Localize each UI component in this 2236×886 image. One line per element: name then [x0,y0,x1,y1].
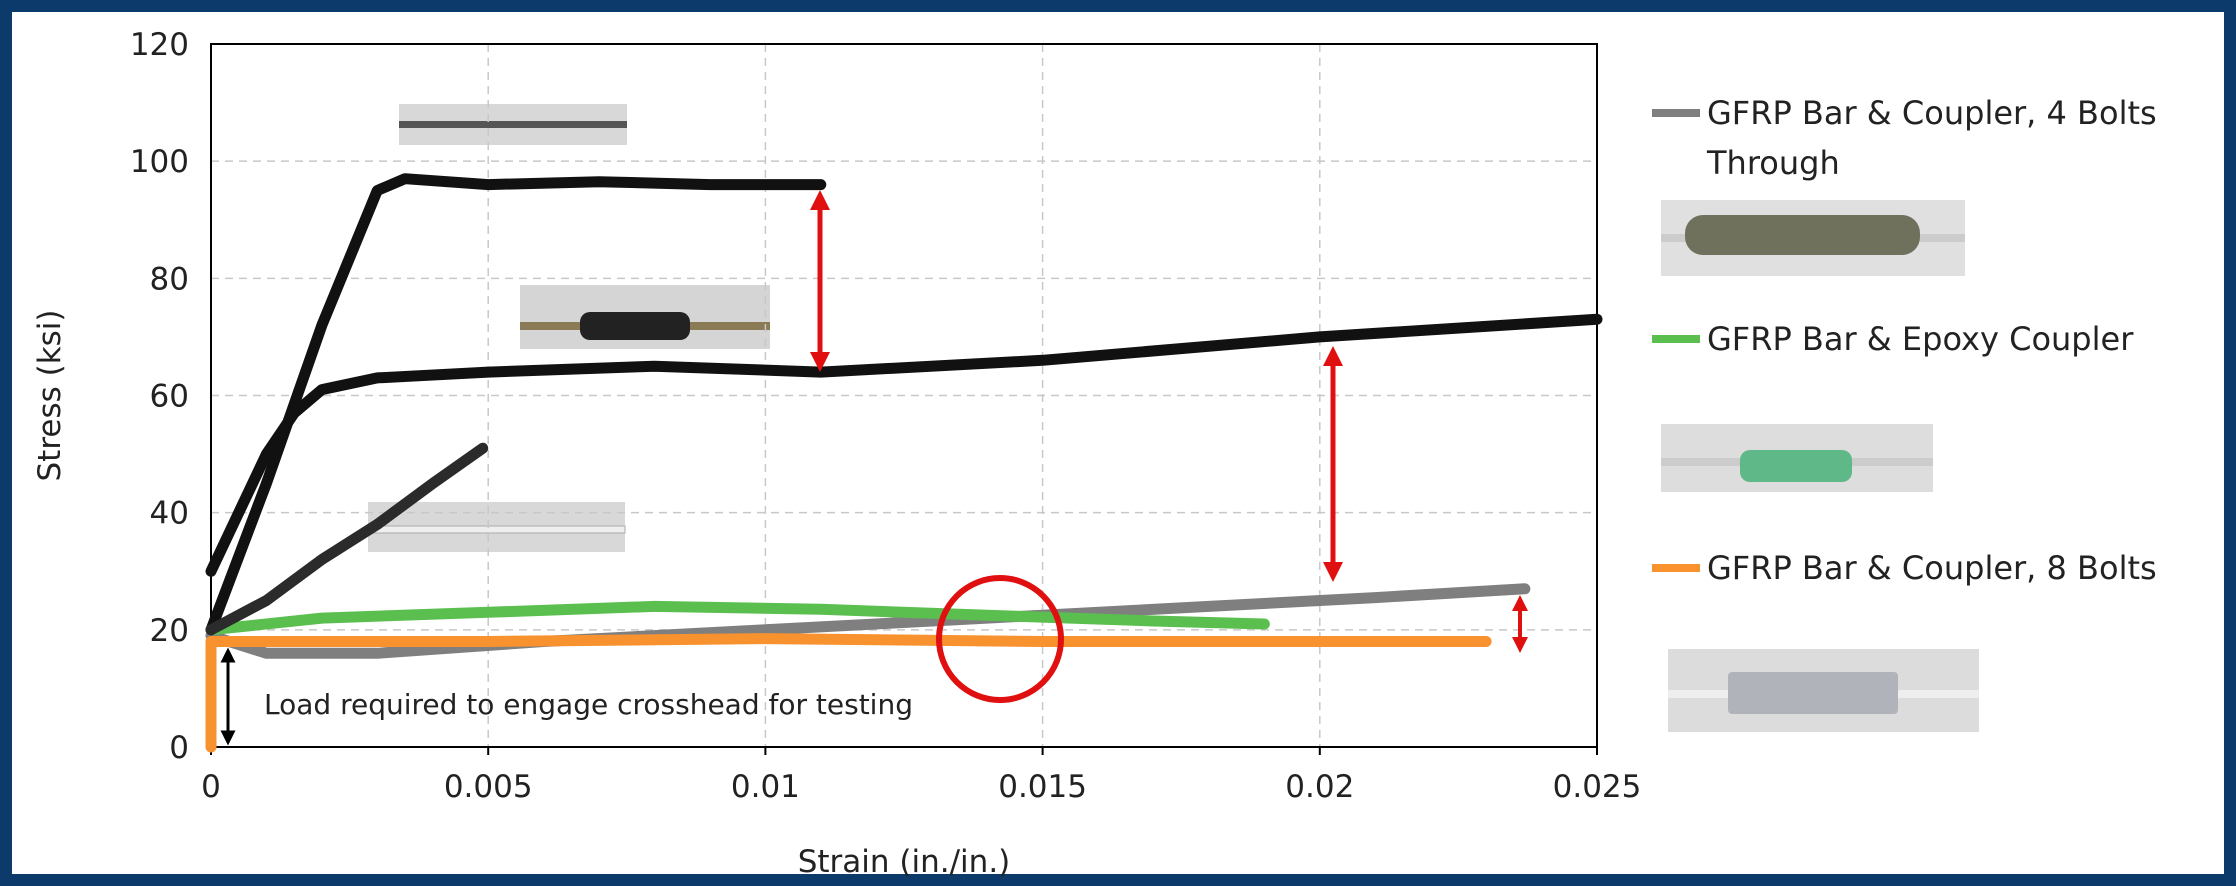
legend-label: GFRP Bar & Coupler, 4 Bolts Through [1707,94,2157,182]
y-tick-label: 40 [150,496,189,532]
y-tick-label: 20 [150,613,189,649]
plot-frame [210,43,1598,748]
series-line [205,313,1603,577]
y-tick-label: 120 [130,27,189,63]
series-line [205,583,1531,659]
y-tick-label: 60 [150,379,189,415]
y-tick-label: 100 [130,144,189,180]
legend-label: GFRP Bar & Coupler, 8 Bolts [1707,549,2157,587]
series-line [205,442,489,636]
x-tick-label: 0.005 [444,769,533,805]
y-tick-label: 0 [169,730,189,766]
x-tick-label: 0.01 [731,769,800,805]
x-axis-label: Strain (in./in.) [798,844,1011,880]
x-tick-label: 0.025 [1553,769,1642,805]
series-line [205,600,1270,636]
highlight-circle [936,575,1064,703]
legend-label: GFRP Bar & Epoxy Coupler [1707,320,2134,358]
x-tick-label: 0.015 [998,769,1087,805]
photos [367,104,1979,732]
x-tick-label: 0 [201,769,221,805]
x-tick-label: 0.02 [1285,769,1354,805]
y-tick-label: 80 [150,261,189,297]
annotation: Load required to engage crosshead for te… [264,688,913,721]
series-line [205,633,1492,753]
y-axis-label: Stress (ksi) [32,309,68,481]
